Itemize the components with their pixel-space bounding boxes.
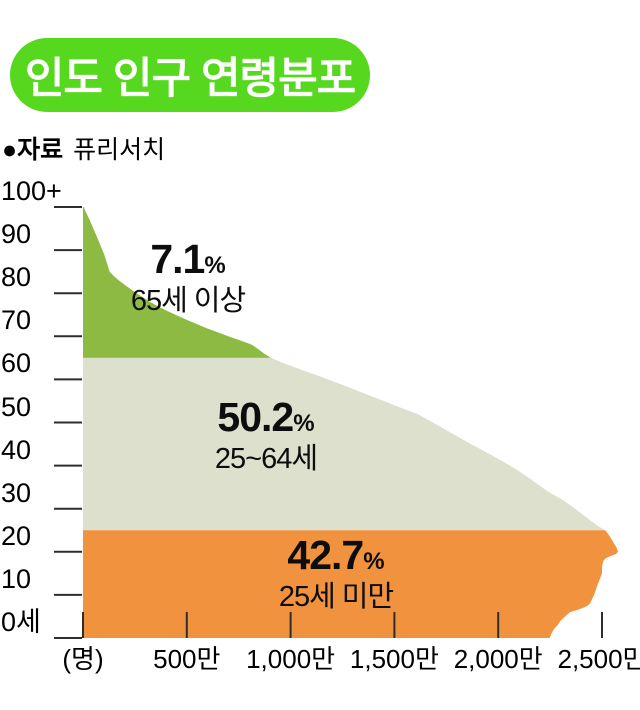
- source-line: ●자료 퓨리서치: [2, 130, 165, 166]
- y-axis-tick-label: 70: [1, 305, 32, 336]
- percent-sign: %: [363, 548, 385, 575]
- x-axis-unit-label: (명): [62, 644, 104, 674]
- x-axis-tick-label: 2,500만: [557, 644, 640, 674]
- title-badge: 인도 인구 연령분포: [10, 38, 370, 112]
- x-axis-tick-label: 1,000만: [246, 644, 336, 674]
- segment-name: 65세 이상: [130, 285, 246, 317]
- y-axis-tick-label: 80: [1, 262, 32, 293]
- y-axis-tick-label: 40: [1, 434, 32, 465]
- segment-name: 25세 미만: [278, 581, 394, 613]
- percent-sign: %: [204, 252, 226, 279]
- area-segment-youth: [83, 530, 618, 638]
- page-title: 인도 인구 연령분포: [24, 55, 356, 103]
- x-axis-tick-label: 500만: [153, 644, 221, 674]
- segment-label-working: 50.2% 25~64세: [181, 396, 351, 476]
- y-axis-tick-label: 60: [1, 348, 32, 379]
- source-label: ●자료: [2, 136, 64, 164]
- segment-percent: 42.7%: [287, 532, 385, 578]
- y-axis-tick-label: 100+: [1, 176, 62, 206]
- y-axis-tick-label: 30: [1, 477, 32, 508]
- percent-sign: %: [293, 410, 315, 437]
- area-segment-working: [83, 357, 606, 531]
- x-axis-tick-label: 1,500만: [349, 644, 439, 674]
- y-axis-tick-label: 90: [1, 219, 32, 250]
- segment-percent: 50.2%: [217, 394, 315, 440]
- source-value: 퓨리서치: [73, 136, 166, 164]
- segment-label-seniors: 7.1% 65세 이상: [103, 238, 273, 318]
- y-axis-tick-label: 20: [1, 520, 32, 551]
- segment-name: 25~64세: [214, 443, 318, 475]
- area-segment-seniors: [83, 207, 271, 358]
- y-axis-tick-label: 0세: [1, 607, 41, 637]
- segment-percent: 7.1%: [150, 236, 226, 282]
- y-axis-tick-label: 10: [1, 563, 32, 594]
- x-axis-tick-label: 2,000만: [453, 644, 543, 674]
- segment-label-youth: 42.7% 25세 미만: [251, 534, 421, 614]
- y-axis-tick-label: 50: [1, 391, 32, 422]
